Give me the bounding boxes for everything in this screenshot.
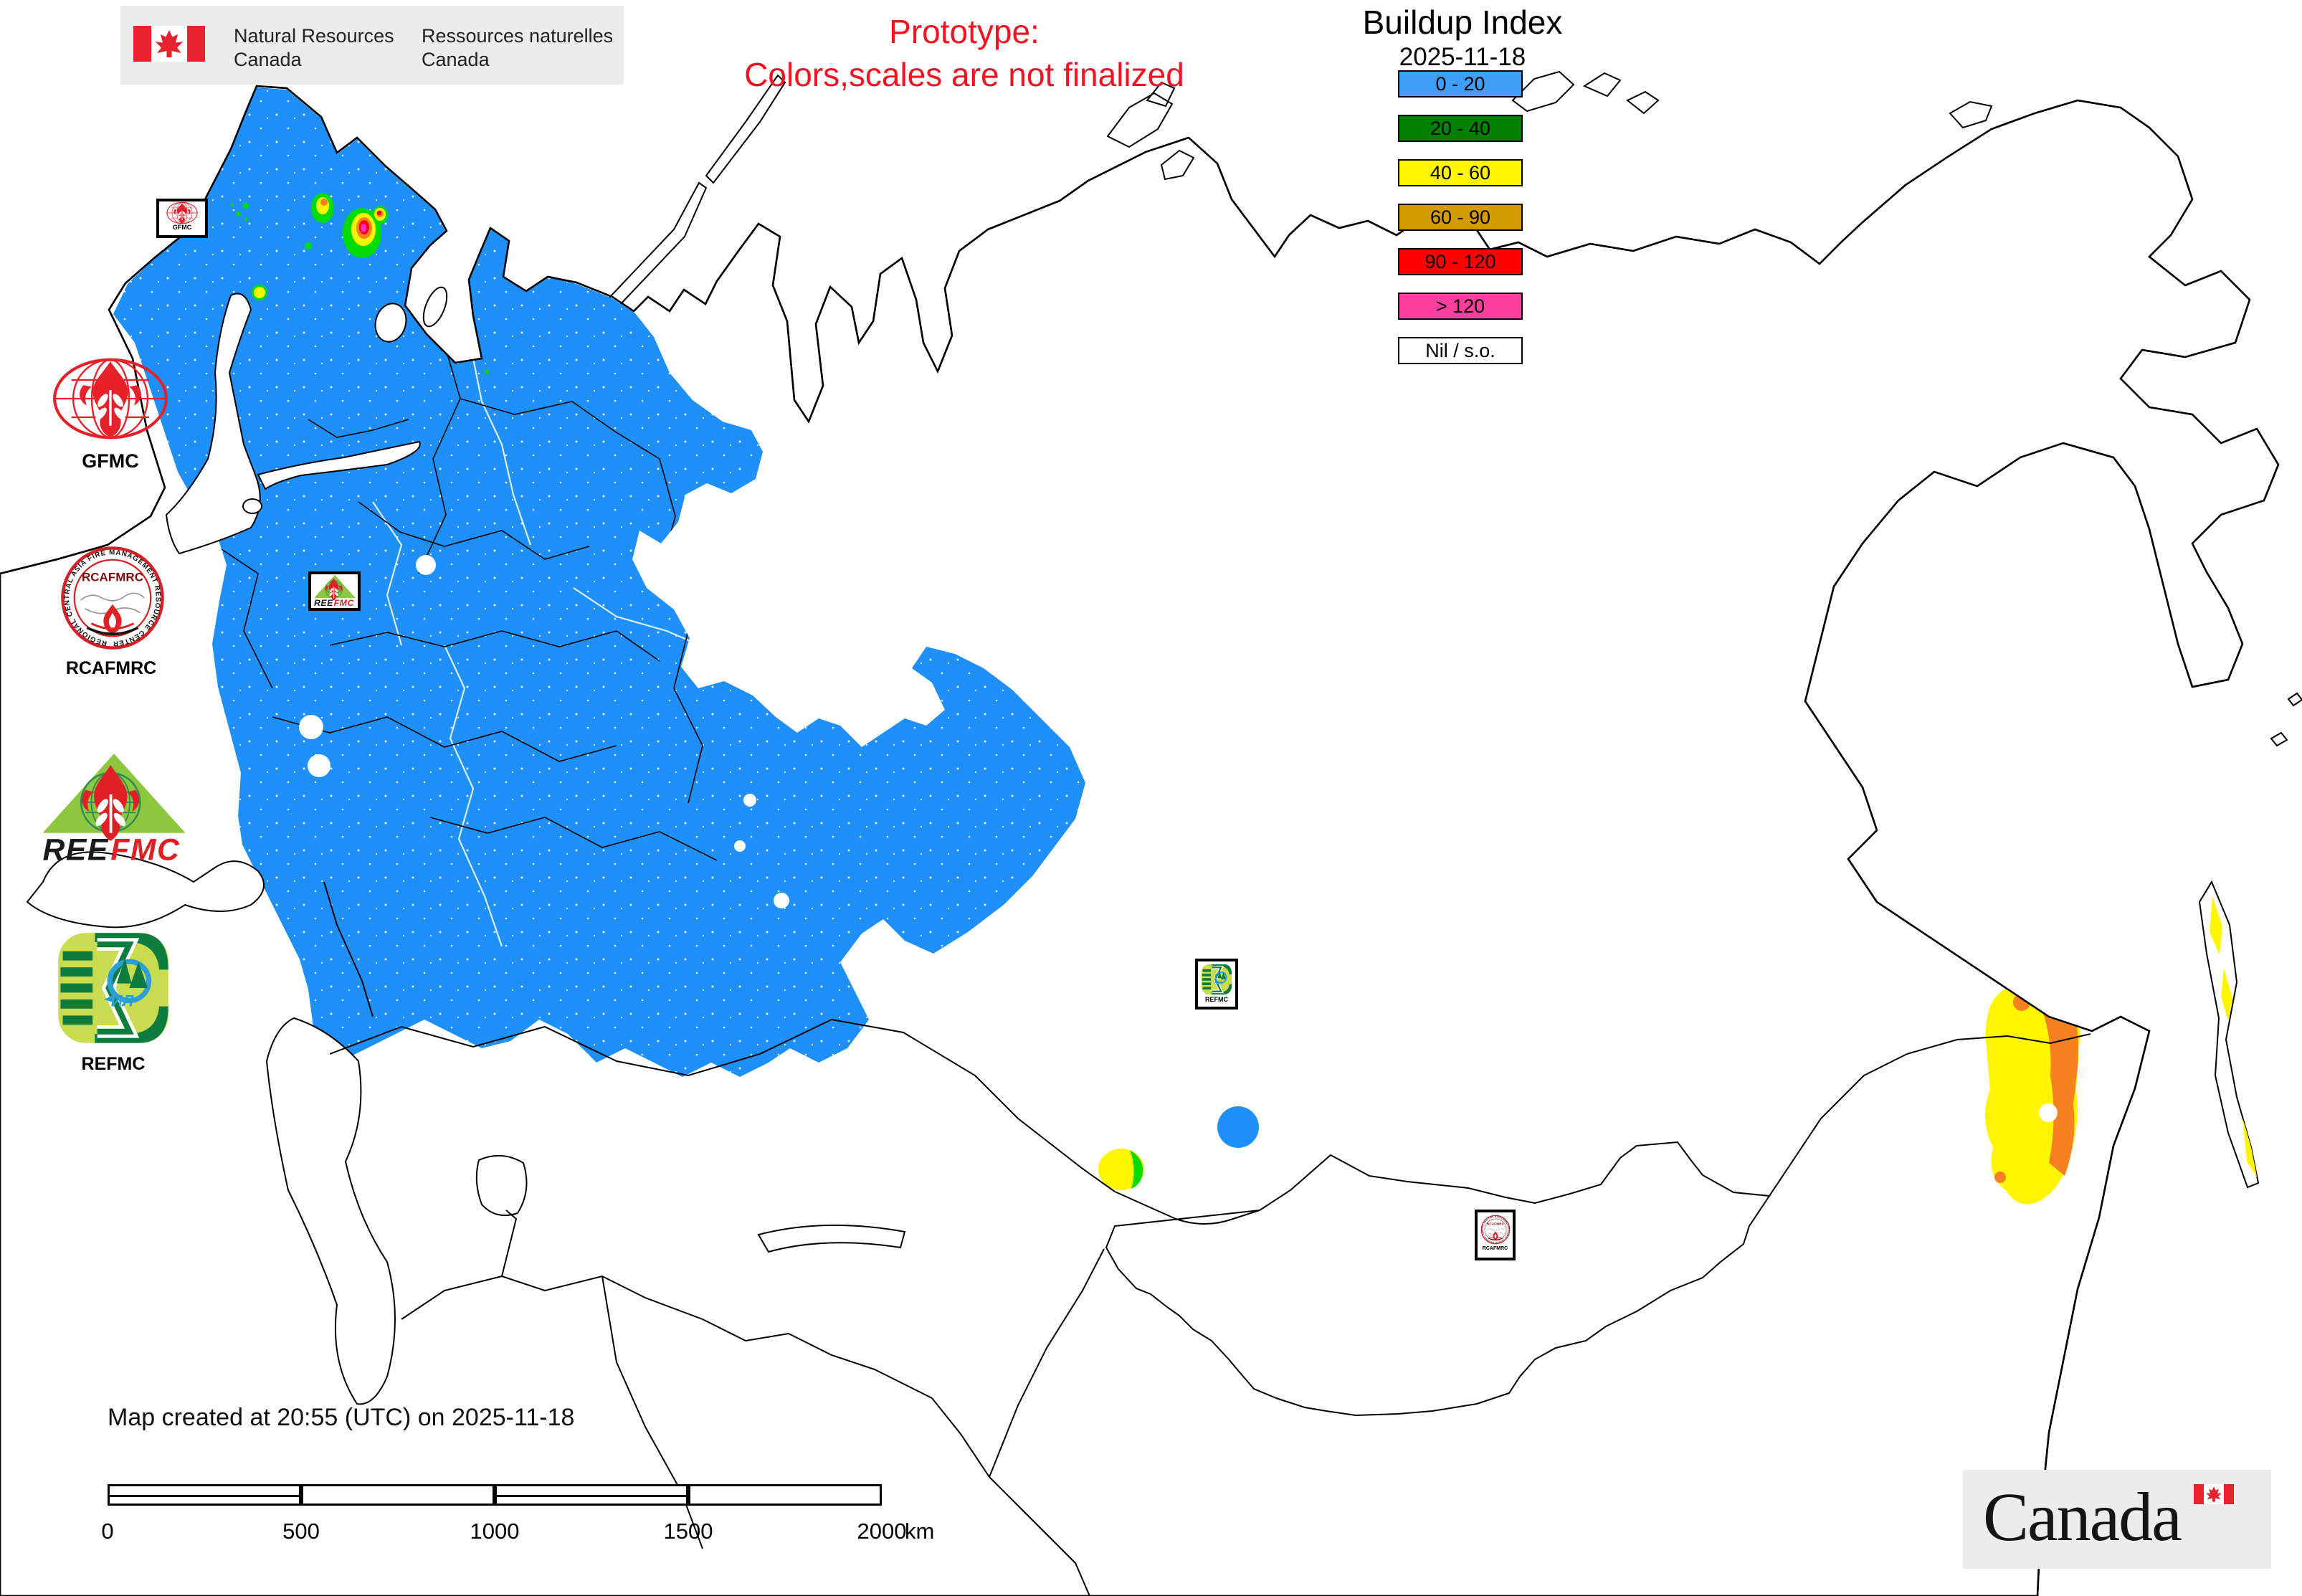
reefmc-logo — [37, 751, 191, 865]
map-marker-gfmc: GFMC — [156, 199, 208, 238]
country-borders — [323, 881, 2091, 1596]
scale-segment — [688, 1484, 882, 1506]
prototype-warning: Prototype: Colors,scales are not finaliz… — [545, 10, 1384, 96]
legend-entry-60-90: 60 - 90 — [1398, 204, 1523, 231]
map-marker-reefmc — [308, 571, 361, 611]
rcafmrc-icon — [1480, 1215, 1511, 1245]
prototype-line1: Prototype: — [889, 13, 1040, 50]
signature-english: Natural Resources Canada — [234, 24, 394, 72]
legend-entry-0-20: 0 - 20 — [1398, 70, 1523, 98]
legend-label: Nil / s.o. — [1425, 339, 1495, 361]
legend-title: Buildup Index — [1362, 4, 1563, 41]
scale-segment — [301, 1484, 495, 1506]
scale-unit: km — [905, 1519, 935, 1544]
prototype-line2: Colors,scales are not finalized — [744, 56, 1184, 93]
map-marker-refmc-label: REFMC — [1205, 996, 1228, 1003]
signature-en-line1: Natural Resources — [234, 25, 394, 47]
reefmc-icon — [313, 574, 357, 607]
signature-en-line2: Canada — [234, 49, 302, 70]
map-created-text: Map created at 20:55 (UTC) on 2025-11-18 — [108, 1404, 575, 1431]
legend-label: 40 - 60 — [1430, 161, 1491, 184]
legend-entry-nil: Nil / s.o. — [1398, 337, 1523, 364]
legend-label: 60 - 90 — [1430, 206, 1491, 228]
canada-flag-icon — [133, 26, 205, 62]
refmc-label: REFMC — [81, 1054, 146, 1074]
map-marker-rcafmrc-label: RCAFMRC — [1482, 1246, 1508, 1251]
signature-fr-line2: Canada — [422, 49, 490, 70]
refmc-logo — [56, 931, 171, 1045]
legend-label: > 120 — [1435, 295, 1485, 317]
rcafmrc-label: RCAFMRC — [65, 658, 157, 678]
canada-wordmark-text: Canada — [1983, 1478, 2182, 1555]
legend-label: 20 - 40 — [1430, 117, 1491, 139]
map-marker-gfmc-label: GFMC — [172, 224, 192, 231]
canada-flag-icon — [2194, 1484, 2234, 1504]
scale-tick-500: 500 — [282, 1519, 320, 1544]
scale-tick-1500: 1500 — [663, 1519, 713, 1544]
gfmc-logo — [42, 356, 179, 441]
scale-tick-2000: 2000 — [857, 1519, 907, 1544]
scale-segment — [108, 1484, 301, 1506]
legend-entry-20-40: 20 - 40 — [1398, 115, 1523, 142]
scale-segment — [495, 1484, 688, 1506]
legend-label: 0 - 20 — [1435, 72, 1485, 95]
rcafmrc-logo — [60, 545, 166, 651]
map-marker-rcafmrc: RCAFMRC — [1475, 1210, 1516, 1260]
signature-french: Ressources naturelles Canada — [422, 24, 613, 72]
refmc-icon — [1201, 964, 1232, 995]
gfmc-icon — [163, 201, 201, 224]
legend-date: 2025-11-18 — [1399, 43, 1526, 71]
scale-tick-0: 0 — [101, 1519, 114, 1544]
legend-entry-90-120: 90 - 120 — [1398, 248, 1523, 275]
nil-holes — [299, 555, 789, 908]
seas-and-lakes — [26, 286, 906, 1405]
nrcan-signature: Natural Resources Canada Ressources natu… — [120, 6, 624, 85]
gfmc-label: GFMC — [82, 450, 139, 472]
legend: 0 - 20 20 - 40 40 - 60 60 - 90 90 - 120 … — [1398, 70, 1523, 381]
canada-wordmark: Canada — [1963, 1470, 2271, 1569]
signature-fr-line1: Ressources naturelles — [422, 25, 614, 47]
map-marker-refmc: REFMC — [1195, 959, 1238, 1010]
legend-entry-40-60: 40 - 60 — [1398, 159, 1523, 186]
bui-hotspots-kola — [231, 182, 488, 374]
scale-tick-1000: 1000 — [470, 1519, 520, 1544]
bui-south-blobs — [1098, 1106, 1259, 1190]
scale-bar — [108, 1484, 882, 1506]
legend-label: 90 - 120 — [1425, 250, 1496, 272]
legend-entry-gt-120: > 120 — [1398, 293, 1523, 320]
